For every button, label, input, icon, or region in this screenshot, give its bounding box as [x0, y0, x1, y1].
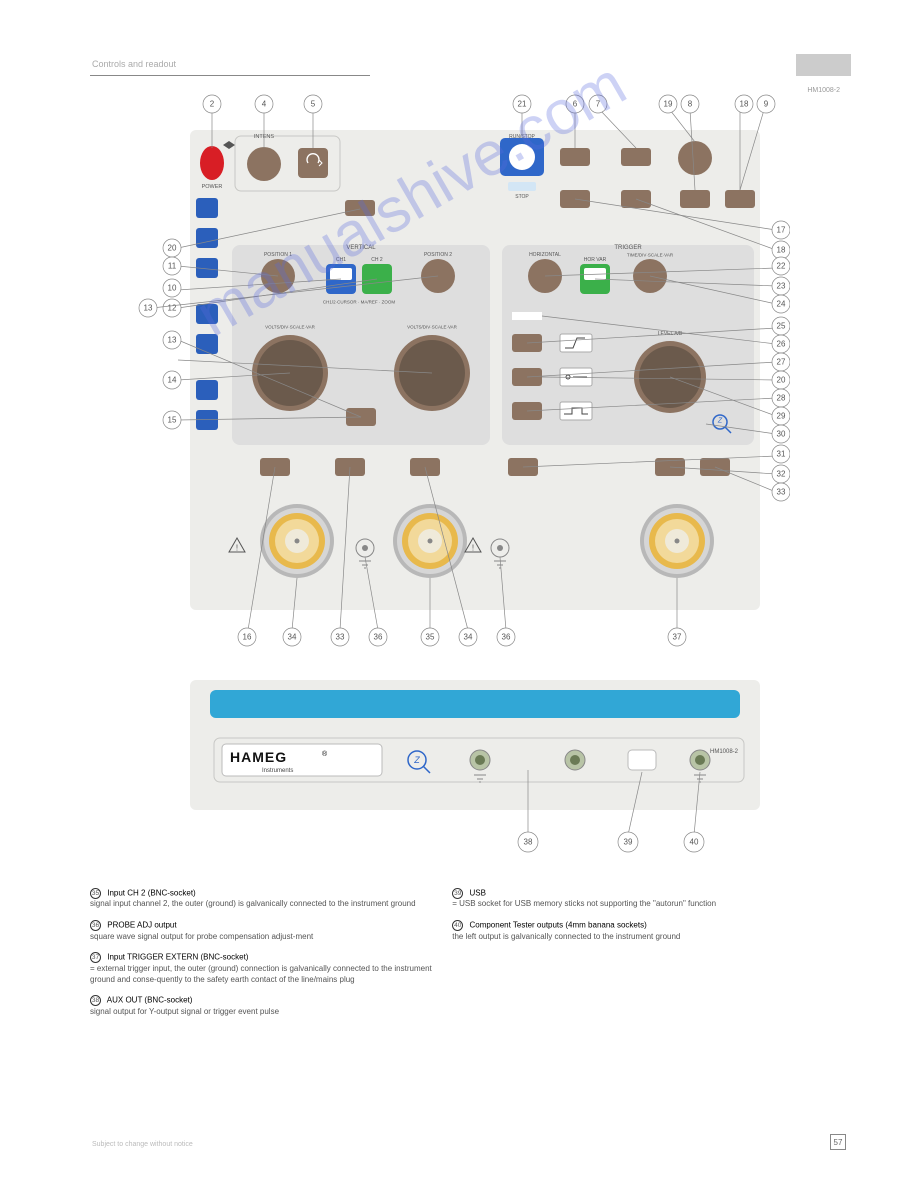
svg-text:34: 34 — [288, 633, 297, 642]
svg-text:20: 20 — [168, 244, 177, 253]
softkey-4[interactable] — [196, 304, 218, 324]
softkey-6[interactable] — [196, 380, 218, 400]
fft-button[interactable] — [725, 190, 755, 208]
svg-text:14: 14 — [168, 376, 177, 385]
autoset-button[interactable] — [621, 148, 651, 166]
footer-left: Subject to change without notice — [92, 1141, 193, 1148]
saverecall-button[interactable] — [680, 190, 710, 208]
svg-text:17: 17 — [777, 226, 786, 235]
svg-text:VERTICAL: VERTICAL — [346, 245, 376, 251]
svg-text:18: 18 — [777, 246, 786, 255]
focus-button[interactable] — [298, 148, 328, 178]
svg-text:40: 40 — [690, 838, 699, 847]
svg-text:!: ! — [236, 544, 238, 553]
bnc-ch2[interactable] — [393, 504, 467, 578]
svg-text:36: 36 — [374, 633, 383, 642]
svg-text:5: 5 — [311, 100, 316, 109]
bnc-trigext[interactable] — [640, 504, 714, 578]
svg-text:13: 13 — [168, 336, 177, 345]
svg-text:19: 19 — [664, 100, 673, 109]
analogdigital-knob[interactable] — [678, 141, 712, 175]
svg-text:26: 26 — [777, 340, 786, 349]
svg-text:30: 30 — [777, 430, 786, 439]
svg-text:11: 11 — [168, 262, 177, 271]
svg-text:23: 23 — [777, 282, 786, 291]
instrument-panel-bottom: HAMEG ® Instruments Z HM1008-2 38 39 40 — [130, 680, 790, 880]
svg-text:36: 36 — [502, 633, 511, 642]
svg-text:18: 18 — [740, 100, 749, 109]
svg-text:31: 31 — [777, 450, 786, 459]
svg-text:15: 15 — [168, 416, 177, 425]
power-indicator — [200, 146, 224, 180]
svg-text:Z: Z — [413, 755, 420, 765]
svg-text:33: 33 — [336, 633, 345, 642]
svg-text:CH1: CH1 — [336, 257, 346, 263]
svg-text:4: 4 — [262, 100, 267, 109]
header-model: HM1008-2 — [807, 87, 840, 94]
softkey-1[interactable] — [196, 198, 218, 218]
svg-text:9: 9 — [764, 100, 769, 109]
svg-text:STOP: STOP — [515, 194, 529, 200]
svg-text:32: 32 — [777, 470, 786, 479]
svg-text:34: 34 — [464, 633, 473, 642]
svg-text:TIME/DIV·SCALE·VAR: TIME/DIV·SCALE·VAR — [627, 253, 674, 258]
svg-text:13: 13 — [144, 304, 153, 313]
svg-text:VOLTS/DIV·SCALE·VAR: VOLTS/DIV·SCALE·VAR — [407, 325, 458, 330]
svg-text:2: 2 — [210, 100, 215, 109]
svg-text:12: 12 — [168, 304, 177, 313]
softkey-5[interactable] — [196, 334, 218, 354]
svg-text:HM1008-2: HM1008-2 — [710, 749, 739, 755]
svg-text:!: ! — [472, 544, 474, 553]
svg-text:HAMEG: HAMEG — [230, 749, 287, 765]
stop-led — [508, 182, 536, 191]
svg-text:16: 16 — [243, 633, 252, 642]
help-button[interactable] — [345, 200, 375, 216]
usb-socket[interactable] — [628, 750, 656, 770]
header-rule — [90, 75, 370, 76]
instrument-panel-top: POWER INTENS RUN/STOP STOP VERTICAL POSI… — [130, 90, 790, 670]
svg-text:HORIZONTAL: HORIZONTAL — [529, 252, 561, 258]
intens-knob[interactable] — [247, 147, 281, 181]
svg-text:28: 28 — [777, 394, 786, 403]
svg-text:33: 33 — [777, 488, 786, 497]
page-number: 57 — [830, 1134, 846, 1150]
page-header-title: Controls and readout — [92, 59, 176, 69]
svg-text:20: 20 — [777, 376, 786, 385]
svg-text:HOR VAR: HOR VAR — [584, 257, 607, 263]
svg-text:6: 6 — [573, 100, 578, 109]
svg-text:25: 25 — [777, 322, 786, 331]
svg-text:38: 38 — [524, 838, 533, 847]
svg-text:21: 21 — [518, 100, 527, 109]
softkey-2[interactable] — [196, 228, 218, 248]
svg-text:27: 27 — [777, 358, 786, 367]
svg-text:10: 10 — [168, 284, 177, 293]
svg-text:VOLTS/DIV·SCALE·VAR: VOLTS/DIV·SCALE·VAR — [265, 325, 316, 330]
settings-button[interactable] — [560, 148, 590, 166]
footnotes: 35 Input CH 2 (BNC-socket) signal input … — [90, 888, 830, 1028]
svg-text:®: ® — [322, 750, 328, 758]
svg-text:POSITION 1: POSITION 1 — [264, 252, 292, 258]
trigd-led — [512, 312, 542, 320]
svg-text:29: 29 — [777, 412, 786, 421]
svg-text:39: 39 — [624, 838, 633, 847]
svg-text:37: 37 — [673, 633, 682, 642]
svg-text:Instruments: Instruments — [262, 768, 293, 774]
svg-text:CH 2: CH 2 — [371, 257, 383, 263]
svg-text:POWER: POWER — [202, 184, 223, 190]
header-block — [796, 54, 851, 76]
svg-text:7: 7 — [596, 100, 601, 109]
svg-text:22: 22 — [777, 262, 786, 271]
bnc-ch1[interactable] — [260, 504, 334, 578]
svg-text:Z: Z — [717, 418, 723, 425]
svg-text:35: 35 — [426, 633, 435, 642]
svg-text:CH1/2·CURSOR · MA/REF · ZOOM: CH1/2·CURSOR · MA/REF · ZOOM — [323, 300, 396, 305]
svg-text:24: 24 — [777, 300, 786, 309]
svg-text:8: 8 — [688, 100, 693, 109]
svg-text:TRIGGER: TRIGGER — [614, 245, 642, 251]
svg-text:POSITION 2: POSITION 2 — [424, 252, 452, 258]
